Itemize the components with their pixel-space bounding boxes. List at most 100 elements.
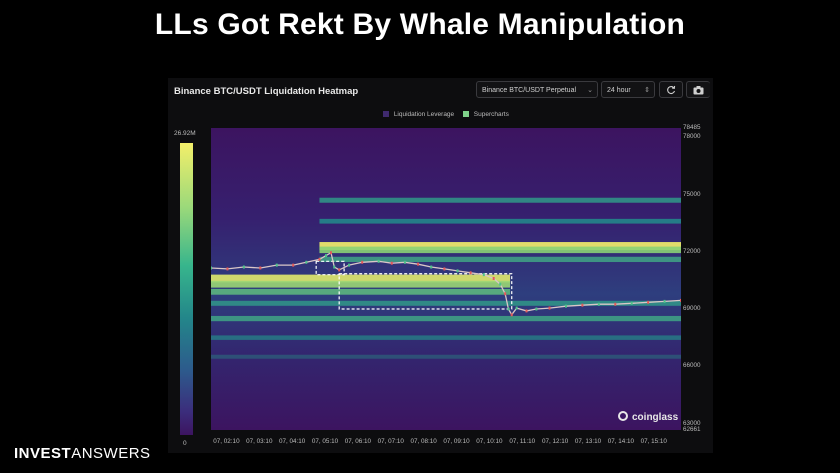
panel-title: Binance BTC/USDT Liquidation Heatmap	[174, 86, 359, 97]
liquidation-band-9	[319, 218, 681, 224]
x-tick-label: 07, 14:10	[607, 438, 634, 445]
price-candle-32	[564, 304, 567, 308]
x-tick-label: 07, 13:10	[574, 438, 602, 445]
price-candle-33	[581, 303, 584, 307]
price-candle-5	[292, 263, 295, 267]
price-candle-27	[510, 313, 513, 317]
price-candle-20	[456, 269, 459, 273]
colorbar	[180, 143, 193, 435]
camera-icon	[693, 86, 704, 95]
y-tick-label: 66000	[683, 362, 701, 370]
watermark-label: coinglass	[632, 412, 679, 423]
y-tick-label: 69000	[683, 305, 701, 313]
x-tick-label: 07, 06:10	[344, 438, 372, 445]
x-tick-label: 07, 10:10	[476, 438, 503, 445]
legend-swatch-leverage	[383, 111, 389, 117]
price-candle-25	[504, 292, 507, 296]
legend-label-leverage: Liquidation Leverage	[393, 111, 455, 118]
price-candle-36	[630, 301, 633, 305]
x-tick-label: 07, 15:10	[640, 438, 667, 445]
y-tick-label: 62661	[683, 426, 701, 433]
price-candle-8	[325, 254, 328, 258]
heatmap-plot[interactable]	[211, 128, 681, 430]
price-candle-29	[525, 309, 528, 313]
price-candle-4	[275, 263, 278, 267]
legend-swatch-supercharts	[462, 111, 469, 117]
price-candle-24	[499, 282, 502, 286]
price-candle-16	[403, 260, 406, 264]
coinglass-watermark: coinglass	[618, 411, 678, 423]
updown-icon: ⇕	[644, 87, 650, 94]
pair-select-value: Binance BTC/USDT Perpetual	[482, 87, 577, 94]
chart-legend: Liquidation Leverage Supercharts	[383, 111, 516, 118]
y-tick-label: 63000	[683, 419, 701, 427]
price-candle-12	[348, 263, 351, 267]
liquidation-band-10	[211, 335, 681, 340]
price-line	[211, 251, 681, 316]
refresh-icon	[667, 85, 676, 95]
price-candle-14	[377, 259, 380, 263]
liquidation-heatmap-panel: Binance BTC/USDT Liquidation Heatmap Bin…	[168, 78, 713, 453]
liquidation-band-1	[319, 246, 681, 254]
y-tick-label: 72000	[683, 247, 701, 255]
price-candle-10	[333, 265, 336, 269]
price-candle-39	[680, 298, 681, 302]
liquidation-band-5	[211, 288, 511, 295]
price-candle-11	[338, 268, 341, 272]
screenshot-button[interactable]	[686, 81, 710, 98]
liquidation-band-11	[211, 354, 681, 359]
liquidation-band-3	[211, 274, 511, 283]
y-tick-label: 78485	[683, 124, 701, 131]
colorbar-min-label: 0	[183, 440, 187, 447]
price-candle-28	[515, 306, 518, 310]
slide-title: LLs Got Rekt By Whale Manipulation	[154, 8, 686, 41]
x-tick-label: 07, 09:10	[443, 438, 470, 445]
price-candle-0	[211, 266, 212, 270]
brand-regular: ANSWERS	[71, 445, 151, 462]
coinglass-logo-icon	[618, 411, 628, 421]
price-candle-37	[647, 300, 650, 304]
price-candle-3	[259, 266, 262, 270]
price-candle-23	[492, 276, 495, 280]
x-tick-label: 07, 04:10	[279, 438, 306, 445]
price-candle-26	[507, 307, 510, 311]
panel-header: Binance BTC/USDT Liquidation Heatmap Bin…	[168, 78, 713, 104]
legend-label-supercharts: Supercharts	[473, 111, 509, 118]
x-tick-label: 07, 11:10	[509, 438, 536, 445]
pair-select[interactable]: Binance BTC/USDT Perpetual ⌄	[476, 81, 598, 98]
liquidation-band-6	[211, 300, 681, 306]
price-candle-2	[242, 265, 245, 269]
x-tick-label: 07, 08:10	[410, 438, 437, 445]
price-candle-34	[597, 302, 600, 306]
price-candle-1	[226, 267, 229, 271]
x-tick-label: 07, 12:10	[541, 438, 569, 445]
x-tick-label: 07, 03:10	[246, 438, 273, 445]
price-candle-17	[417, 262, 420, 266]
price-candle-19	[443, 267, 446, 271]
price-candle-15	[390, 261, 393, 265]
y-tick-label: 75000	[683, 190, 701, 198]
refresh-button[interactable]	[659, 81, 683, 98]
x-tick-label: 07, 05:10	[311, 438, 339, 445]
price-candle-13	[361, 260, 364, 264]
legend-item-leverage[interactable]: Liquidation Leverage	[383, 111, 456, 118]
price-candle-22	[482, 273, 485, 277]
price-candle-30	[535, 307, 538, 311]
price-candle-38	[663, 299, 666, 303]
liquidation-band-7	[211, 315, 681, 322]
range-select[interactable]: 24 hour ⇕	[601, 81, 655, 98]
liquidation-band-0	[319, 242, 681, 251]
price-candle-9	[329, 251, 332, 255]
colorbar-max-label: 26.92M	[174, 130, 196, 137]
legend-item-supercharts[interactable]: Supercharts	[462, 111, 509, 118]
brand-logo: INVESTANSWERS	[14, 445, 151, 462]
x-tick-label: 07, 07:10	[377, 438, 404, 445]
liquidation-band-8	[319, 197, 681, 203]
liquidation-band-2	[319, 256, 681, 263]
brand-bold: INVEST	[14, 445, 72, 462]
x-tick-label: 07, 02:10	[213, 438, 240, 445]
price-candle-7	[318, 257, 321, 261]
chevron-down-icon: ⌄	[587, 87, 593, 94]
annotation-box-0	[315, 260, 345, 276]
price-candle-21	[469, 271, 472, 275]
